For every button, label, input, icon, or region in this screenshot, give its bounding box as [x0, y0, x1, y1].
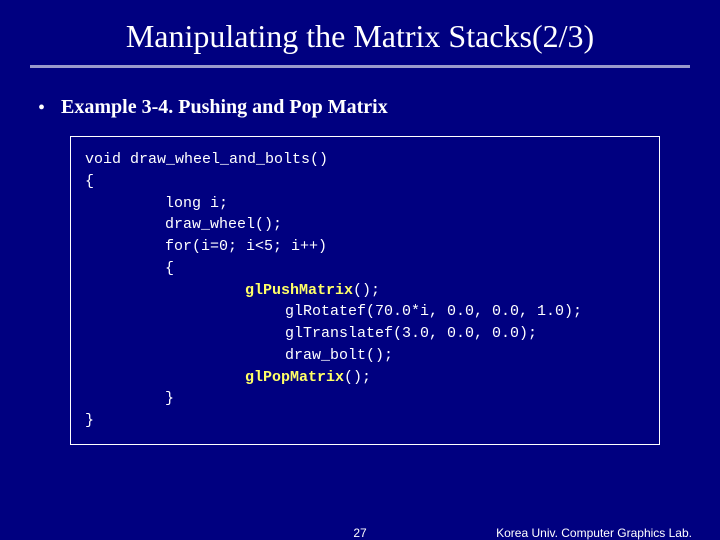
code-highlight: glPopMatrix	[245, 369, 344, 386]
page-number: 27	[353, 526, 366, 540]
code-line: glPopMatrix();	[85, 367, 645, 389]
code-line: glRotatef(70.0*i, 0.0, 0.0, 1.0);	[85, 301, 645, 323]
code-line: {	[85, 258, 645, 280]
code-box: void draw_wheel_and_bolts() { long i; dr…	[70, 136, 660, 445]
lab-credit: Korea Univ. Computer Graphics Lab.	[496, 526, 692, 540]
code-line: draw_wheel();	[85, 214, 645, 236]
code-line: }	[85, 412, 94, 429]
code-line: glTranslatef(3.0, 0.0, 0.0);	[85, 323, 645, 345]
title-underline	[30, 65, 690, 68]
bullet-row: • Example 3-4. Pushing and Pop Matrix	[38, 96, 690, 120]
slide-title: Manipulating the Matrix Stacks(2/3)	[30, 18, 690, 55]
bullet-text: Example 3-4. Pushing and Pop Matrix	[61, 96, 388, 119]
bullet-icon: •	[38, 96, 45, 120]
code-line: }	[85, 388, 645, 410]
code-line: glPushMatrix();	[85, 280, 645, 302]
code-highlight: glPushMatrix	[245, 282, 353, 299]
code-line: {	[85, 173, 94, 190]
code-line: long i;	[85, 193, 645, 215]
code-line: for(i=0; i<5; i++)	[85, 236, 645, 258]
code-line: draw_bolt();	[85, 345, 645, 367]
slide-container: Manipulating the Matrix Stacks(2/3) • Ex…	[0, 0, 720, 540]
code-line: void draw_wheel_and_bolts()	[85, 151, 328, 168]
